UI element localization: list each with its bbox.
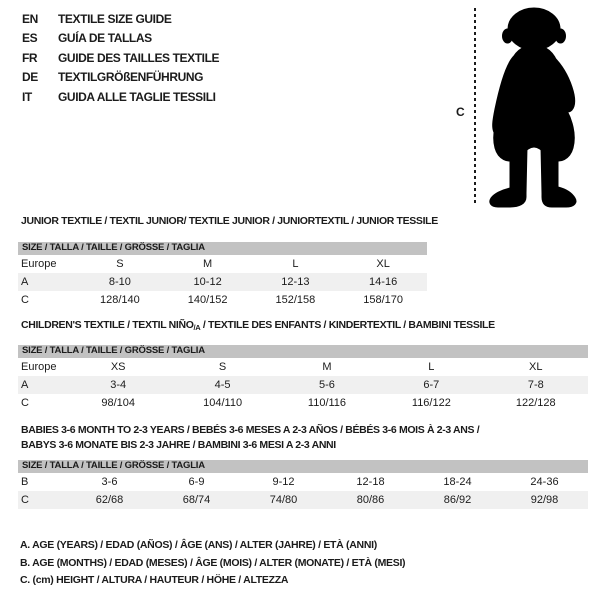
footnotes: A. AGE (YEARS) / EDAD (AÑOS) / ÂGE (ANS)… <box>20 537 406 590</box>
footnote-a: A. AGE (YEARS) / EDAD (AÑOS) / ÂGE (ANS)… <box>20 539 377 551</box>
section-children-title: CHILDREN'S TEXTILE / TEXTIL NIÑO/A / TEX… <box>18 319 588 332</box>
size-cell: S <box>116 257 124 270</box>
section-junior: JUNIOR TEXTILE / TEXTIL JUNIOR/ TEXTILE … <box>18 215 438 309</box>
section-babies: BABIES 3-6 MONTH TO 2-3 YEARS / BEBÉS 3-… <box>18 424 588 509</box>
size-cell: XL <box>529 360 543 373</box>
row-label: C <box>21 293 29 306</box>
size-table-children: Europe XS S M L XL A 3-4 4-5 5-6 6-7 7-8 C 98/104 104/… <box>18 358 588 412</box>
language-code: EN <box>22 11 38 26</box>
size-cell: 8-10 <box>76 272 164 291</box>
row-label: Europe <box>21 360 57 373</box>
language-code: ES <box>22 31 38 46</box>
measure-label-c: C <box>456 105 465 119</box>
language-row-de: DE TEXTILGRÖßENFÜHRUNG <box>22 68 219 88</box>
table-row: A 3-4 4-5 5-6 6-7 7-8 <box>18 375 588 394</box>
size-cell: 10-12 <box>163 272 252 291</box>
table-row: B 3-6 6-9 9-12 12-18 18-24 24-36 <box>18 473 588 491</box>
size-cell: 116/122 <box>411 396 451 409</box>
size-cell: 24-36 <box>530 475 559 488</box>
title-text: / TEXTILE DES ENFANTS / KINDERTEXTIL / B… <box>200 319 495 331</box>
size-cell: 140/152 <box>187 293 228 306</box>
language-code: FR <box>22 50 38 65</box>
row-label: B <box>21 475 29 488</box>
language-label: GUIDE DES TAILLES TEXTILE <box>58 50 220 65</box>
table-row: Europe S M L XL <box>18 255 427 273</box>
title-subscript: /A <box>193 323 201 332</box>
language-row-es: ES GUÍA DE TALLAS <box>22 29 219 49</box>
language-label: TEXTILE SIZE GUIDE <box>58 11 172 26</box>
size-header-bar: SIZE / TALLA / TAILLE / GRÖSSE / TAGLIA <box>18 345 588 358</box>
language-row-it: IT GUIDA ALLE TAGLIE TESSILI <box>22 87 219 107</box>
size-header-bar: SIZE / TALLA / TAILLE / GRÖSSE / TAGLIA <box>18 460 588 473</box>
size-cell: 110/116 <box>307 396 347 409</box>
size-cell: 128/140 <box>99 293 140 306</box>
size-cell: L <box>428 360 435 373</box>
size-cell: 14-16 <box>339 272 427 291</box>
language-code: DE <box>22 70 38 85</box>
size-cell: 62/68 <box>66 490 153 509</box>
section-children: CHILDREN'S TEXTILE / TEXTIL NIÑO/A / TEX… <box>18 319 588 412</box>
size-cell: 5-6 <box>274 375 380 394</box>
row-label: Europe <box>21 257 57 270</box>
size-cell: S <box>218 360 227 373</box>
size-table-babies: B 3-6 6-9 9-12 12-18 18-24 24-36 C 62/68 68/74 74/… <box>18 473 588 509</box>
row-label: C <box>18 490 66 509</box>
language-label: GUIDA ALLE TAGLIE TESSILI <box>58 89 216 104</box>
title-text: CHILDREN'S TEXTILE / TEXTIL NIÑO <box>21 319 194 331</box>
size-cell: 6-9 <box>188 475 205 488</box>
footnote-c: C. (cm) HEIGHT / ALTURA / HAUTEUR / HÖHE… <box>20 574 289 586</box>
table-row: C 128/140 140/152 152/158 158/170 <box>18 291 427 309</box>
size-cell: 152/158 <box>275 293 316 306</box>
size-cell: 3-4 <box>66 375 171 394</box>
size-cell: 122/128 <box>515 396 556 409</box>
toddler-silhouette <box>489 7 577 208</box>
size-cell: 92/98 <box>501 490 588 509</box>
language-label: TEXTILGRÖßENFÜHRUNG <box>58 70 204 85</box>
size-cell: M <box>322 360 332 373</box>
size-cell: 104/110 <box>203 396 243 409</box>
table-row: C 62/68 68/74 74/80 80/86 86/92 92/98 <box>18 490 588 509</box>
size-cell: 80/86 <box>327 490 414 509</box>
footnote-b: B. AGE (MONTHS) / EDAD (MESES) / ÂGE (MO… <box>20 556 406 569</box>
size-cell: M <box>203 257 213 270</box>
size-cell: XS <box>110 360 126 373</box>
table-row: C 98/104 104/110 110/116 116/122 122/128 <box>18 394 588 412</box>
size-cell: 12-18 <box>356 475 385 488</box>
size-cell: 74/80 <box>240 490 327 509</box>
size-cell: 158/170 <box>363 293 403 306</box>
row-label: A <box>18 375 66 394</box>
language-code: IT <box>22 89 32 104</box>
size-table-junior: Europe S M L XL A 8-10 10-12 12-13 14-16 C 128/140 1… <box>18 255 427 309</box>
section-babies-title-line2: BABYS 3-6 MONATE BIS 2-3 JAHRE / BAMBINI… <box>21 439 336 451</box>
height-measure-dashed-line <box>474 8 476 206</box>
language-row-en: EN TEXTILE SIZE GUIDE <box>22 9 219 29</box>
size-cell: L <box>292 257 299 270</box>
size-cell: 4-5 <box>170 375 275 394</box>
row-label: C <box>21 396 29 409</box>
size-header-bar: SIZE / TALLA / TAILLE / GRÖSSE / TAGLIA <box>18 242 427 255</box>
size-cell: 9-12 <box>272 475 295 488</box>
size-cell: 86/92 <box>414 490 501 509</box>
size-cell: 18-24 <box>443 475 472 488</box>
language-row-fr: FR GUIDE DES TAILLES TEXTILE <box>22 48 220 68</box>
size-cell: 3-6 <box>101 475 118 488</box>
section-babies-title-line1: BABIES 3-6 MONTH TO 2-3 YEARS / BEBÉS 3-… <box>21 424 480 436</box>
table-row: A 8-10 10-12 12-13 14-16 <box>18 272 427 291</box>
language-header: EN TEXTILE SIZE GUIDE ES GUÍA DE TALLAS … <box>22 9 220 107</box>
row-label: A <box>18 272 76 291</box>
table-row: Europe XS S M L XL <box>18 358 588 376</box>
size-cell: 6-7 <box>379 375 484 394</box>
size-cell: 68/74 <box>153 490 240 509</box>
size-cell: XL <box>376 257 390 270</box>
size-cell: 7-8 <box>483 375 588 394</box>
section-junior-title: JUNIOR TEXTILE / TEXTIL JUNIOR/ TEXTILE … <box>21 215 438 227</box>
size-cell: 98/104 <box>101 396 136 409</box>
size-cell: 12-13 <box>251 272 340 291</box>
language-label: GUÍA DE TALLAS <box>58 31 152 46</box>
